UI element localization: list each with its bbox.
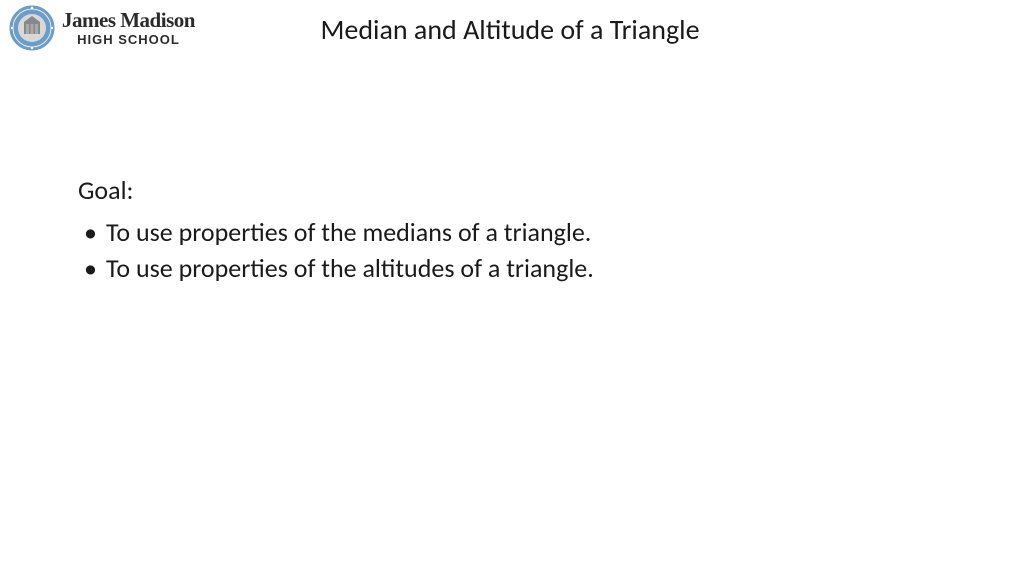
bullet-item: To use properties of the altitudes of a … bbox=[78, 250, 594, 286]
bullet-item: To use properties of the medians of a tr… bbox=[78, 214, 594, 250]
slide-title: Median and Altitude of a Triangle bbox=[0, 12, 1020, 47]
slide-content: Goal: To use properties of the medians o… bbox=[78, 174, 594, 287]
goal-heading: Goal: bbox=[78, 174, 594, 206]
bullet-list: To use properties of the medians of a tr… bbox=[78, 214, 594, 287]
